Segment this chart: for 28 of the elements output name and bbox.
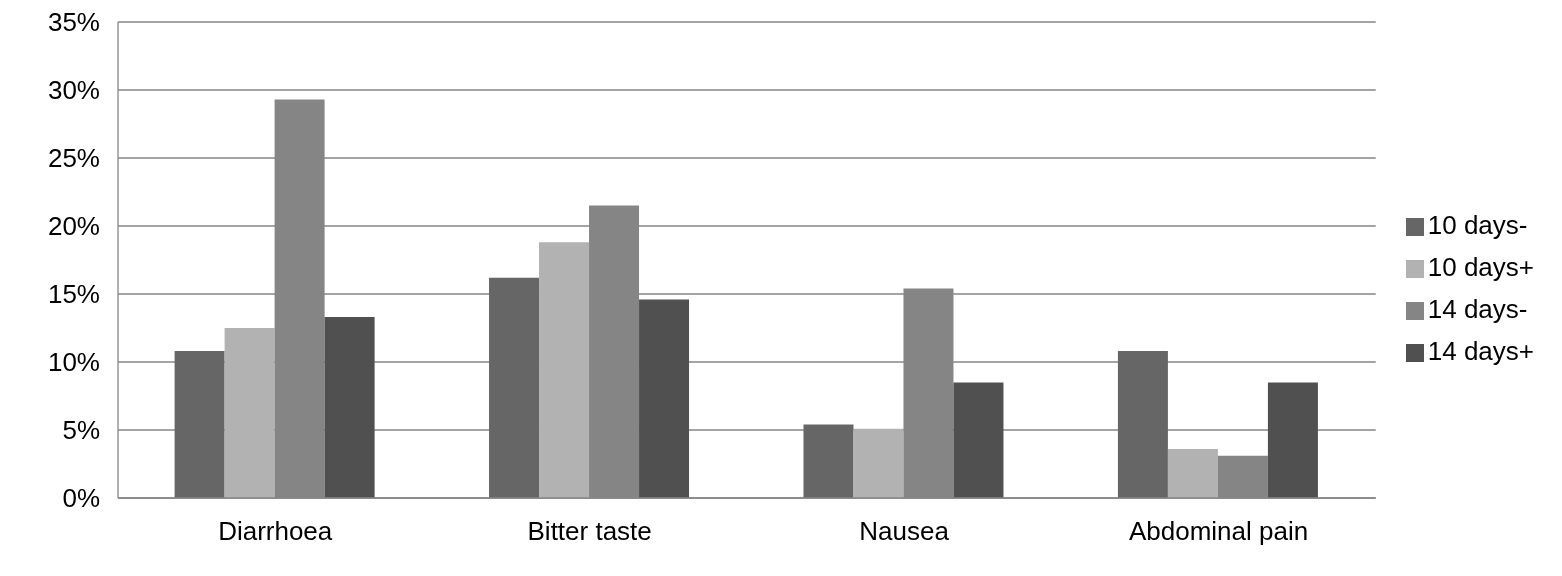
legend-label: 14 days+ bbox=[1427, 336, 1534, 366]
bar bbox=[489, 277, 540, 498]
bar bbox=[803, 424, 854, 498]
y-tick-label: 5% bbox=[62, 415, 100, 446]
bar bbox=[539, 242, 590, 498]
y-tick-label: 10% bbox=[47, 347, 100, 378]
bar bbox=[1117, 351, 1168, 498]
bar bbox=[639, 299, 690, 498]
x-tick-label: Nausea bbox=[859, 516, 950, 547]
y-tick-label: 20% bbox=[47, 211, 100, 242]
y-tick-label: 25% bbox=[47, 143, 100, 174]
x-tick-label: Bitter taste bbox=[527, 516, 652, 547]
y-tick-label: 35% bbox=[47, 7, 100, 38]
bar bbox=[174, 351, 225, 498]
legend-label: 10 days- bbox=[1427, 210, 1528, 240]
x-tick-label: Abdominal pain bbox=[1128, 516, 1309, 547]
legend-label: 14 days- bbox=[1427, 294, 1528, 324]
bar bbox=[1167, 449, 1218, 498]
legend-label: 10 days+ bbox=[1427, 252, 1534, 282]
bar bbox=[324, 317, 375, 498]
bar bbox=[224, 328, 275, 498]
bar bbox=[853, 428, 904, 498]
x-tick-label: Diarrhoea bbox=[218, 516, 333, 547]
y-tick-label: 30% bbox=[47, 75, 100, 106]
bar bbox=[953, 382, 1004, 498]
y-tick-label: 15% bbox=[47, 279, 100, 310]
y-tick-label: 0% bbox=[62, 483, 100, 514]
bar bbox=[1267, 382, 1318, 498]
